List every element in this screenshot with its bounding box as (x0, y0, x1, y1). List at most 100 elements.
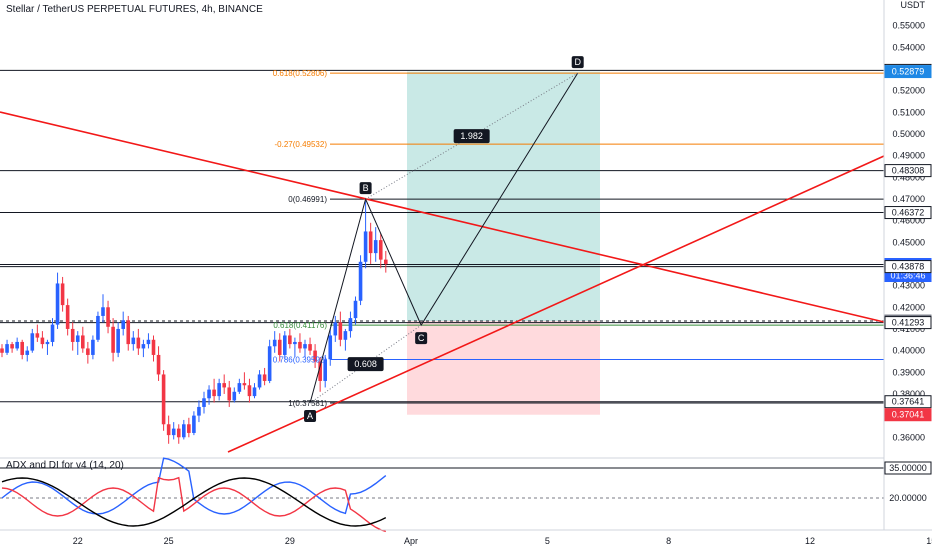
indicator-axis-label: 35.00000 (889, 463, 927, 473)
time-tick-label: 5 (545, 536, 550, 546)
price-axis-label-text: 0.46372 (892, 208, 925, 218)
fib-level-label: 0.618(0.52806) (273, 69, 328, 78)
candle-body (303, 344, 307, 349)
price-axis-label-text: 0.48308 (892, 166, 925, 176)
ascending-trendline (227, 155, 885, 453)
candle-body (192, 415, 196, 433)
candle-body (10, 344, 14, 349)
candle-body (141, 344, 146, 349)
pattern-point-d-badge (571, 56, 584, 69)
price-axis-label: 0.37641 (884, 395, 932, 409)
candle-body (277, 339, 282, 355)
profit-zone (407, 71, 600, 322)
price-axis-label-box (884, 408, 932, 422)
adx-line (1, 477, 387, 527)
candle-body (176, 428, 181, 438)
price-axis-label: 0.52879 (884, 65, 932, 79)
price-axis-label-box (884, 164, 932, 178)
candle-body (60, 283, 65, 306)
candle-body (247, 385, 252, 397)
candle-body (96, 315, 100, 340)
candle-body (136, 337, 141, 349)
candle-body (40, 337, 45, 345)
candle-body (55, 283, 60, 325)
candle-body (262, 374, 267, 381)
candle-body (197, 406, 201, 416)
price-tick-label: 0.42000 (892, 302, 925, 312)
price-tick-label: 0.36000 (892, 432, 925, 442)
indicator-axis-label: 20.00000 (889, 493, 927, 503)
candle-body (35, 333, 40, 338)
candle-body (151, 339, 156, 355)
candle-body (242, 383, 247, 386)
candle-body (207, 389, 211, 399)
candle-body (25, 350, 30, 355)
descending-trendline (0, 111, 885, 323)
candle-body (232, 391, 237, 401)
price-axis-label-box (884, 206, 932, 220)
candle-body (338, 322, 343, 340)
price-tick-label: 0.55000 (892, 21, 925, 31)
chart-title: Stellar / TetherUS PERPETUAL FUTURES, 4h… (6, 4, 263, 15)
candle-body (313, 350, 317, 362)
candle-body (343, 331, 348, 340)
indicator-label-box (884, 461, 932, 475)
candle-body (15, 341, 19, 349)
price-axis-label-text: 0.37041 (892, 410, 925, 420)
time-tick-label: 8 (666, 536, 671, 546)
candle-body (293, 341, 297, 345)
price-tick-label: 0.47000 (892, 194, 925, 204)
ratio-label: 1.982 (460, 131, 483, 141)
candle-body (283, 335, 287, 355)
candle-body (75, 335, 80, 342)
price-tick-label: 0.46000 (892, 216, 925, 226)
candle-body (202, 398, 206, 407)
di-plus-line (1, 457, 387, 515)
candle-body (156, 354, 161, 375)
price-axis-label-box (884, 316, 932, 330)
candle-body (5, 344, 9, 353)
time-tick-label: Apr (404, 536, 418, 546)
candle-body (358, 261, 363, 301)
fib-level-label: 0.618(0.41176) (273, 321, 327, 330)
candle-body (353, 300, 358, 319)
candle-body (318, 361, 322, 381)
candle-body (333, 322, 338, 336)
candle-body (272, 339, 277, 347)
candle-body (171, 428, 176, 436)
loss-zone (407, 321, 600, 415)
candle-body (106, 307, 110, 327)
candle-body (166, 424, 171, 436)
candle-body (111, 326, 115, 353)
candle-body (116, 328, 120, 353)
price-axis-label: 0.41293 (884, 316, 932, 330)
candle-body (222, 383, 226, 388)
pattern-point-c-label: C (418, 333, 425, 343)
candle-body (20, 341, 24, 355)
currency-label: USDT (901, 0, 926, 10)
candle-body (257, 374, 262, 388)
candle-body (373, 240, 378, 254)
candle-body (308, 344, 312, 351)
price-tick-label: 0.49000 (892, 151, 925, 161)
price-axis-label-text: 0.52879 (892, 67, 925, 77)
abcd-pattern (309, 72, 579, 404)
fib-level-label: 0(0.46991) (288, 195, 327, 204)
candle-body (212, 389, 216, 397)
ratio-badge (453, 129, 490, 144)
di-minus-line (1, 476, 387, 533)
candle-body (86, 348, 90, 355)
pattern-point-c-badge (415, 332, 428, 345)
candle-body (288, 335, 292, 345)
pattern-point-b-label: B (363, 183, 369, 193)
candle-body (187, 424, 191, 433)
candle-body (348, 318, 353, 332)
pattern-point-a-label: A (307, 411, 313, 421)
price-tick-label: 0.51000 (892, 107, 925, 117)
candle-body (328, 335, 333, 360)
candle-body (368, 231, 373, 254)
price-tick-label: 0.45000 (892, 237, 925, 247)
price-tick-label: 0.39000 (892, 367, 925, 377)
pattern-point-b-badge (359, 182, 372, 195)
